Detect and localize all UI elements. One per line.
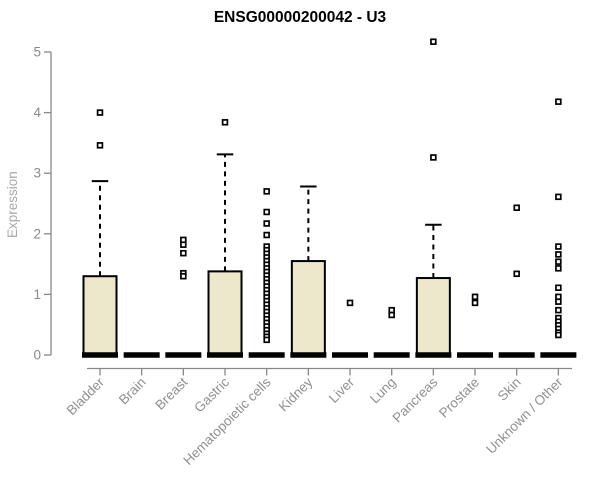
- box-kidney: [290, 260, 326, 357]
- x-label-unknown-other: Unknown / Other: [483, 374, 566, 457]
- outlier-bladder: [96, 109, 104, 116]
- outlier-breast: [180, 241, 187, 248]
- y-axis-title: Expression: [5, 171, 20, 238]
- x-label-pancreas: Pancreas: [390, 374, 441, 425]
- outlier-unknown-other: [555, 98, 562, 105]
- outlier-hematopoietic-cells: [263, 336, 270, 344]
- y-tick-label: 5: [33, 45, 41, 60]
- outlier-pancreas: [430, 154, 437, 161]
- x-label-gastric: Gastric: [191, 374, 232, 415]
- y-tick-label: 3: [33, 166, 41, 181]
- outlier-unknown-other: [555, 284, 562, 291]
- outlier-prostate: [471, 293, 479, 301]
- chart-title: ENSG00000200042 - U3: [213, 9, 387, 26]
- outlier-bladder: [96, 142, 104, 149]
- outlier-unknown-other: [555, 331, 562, 339]
- outlier-unknown-other: [555, 258, 562, 265]
- x-label-lung: Lung: [367, 375, 399, 407]
- outlier-liver: [346, 299, 354, 307]
- outlier-unknown-other: [555, 243, 562, 250]
- x-label-brain: Brain: [116, 375, 149, 408]
- outlier-hematopoietic-cells: [263, 231, 270, 239]
- box-pancreas: [415, 277, 451, 356]
- outlier-hematopoietic-cells: [263, 220, 270, 227]
- outlier-unknown-other: [555, 265, 562, 272]
- outlier-unknown-other: [555, 306, 562, 314]
- outlier-skin: [513, 204, 520, 211]
- y-tick-label: 4: [33, 105, 41, 120]
- outlier-unknown-other: [555, 193, 562, 201]
- box-bladder: [82, 275, 118, 356]
- outlier-gastric: [221, 119, 229, 126]
- outlier-pancreas: [430, 38, 437, 45]
- x-label-bladder: Bladder: [64, 374, 108, 418]
- outlier-hematopoietic-cells: [263, 208, 270, 216]
- x-label-prostate: Prostate: [436, 375, 482, 421]
- y-tick-label: 2: [33, 226, 41, 241]
- x-label-liver: Liver: [326, 374, 358, 406]
- box-gastric: [207, 270, 243, 357]
- y-tick-label: 1: [33, 287, 41, 302]
- x-label-skin: Skin: [495, 375, 524, 404]
- outlier-hematopoietic-cells: [263, 188, 270, 195]
- outlier-unknown-other: [555, 298, 562, 305]
- x-label-kidney: Kidney: [276, 374, 316, 414]
- x-label-breast: Breast: [152, 374, 190, 412]
- y-tick-label: 0: [33, 348, 41, 363]
- outlier-breast: [180, 249, 187, 257]
- outlier-breast: [180, 272, 187, 280]
- outlier-prostate: [471, 299, 479, 307]
- outlier-skin: [513, 270, 520, 278]
- outlier-unknown-other: [555, 251, 562, 258]
- outlier-lung: [388, 311, 395, 319]
